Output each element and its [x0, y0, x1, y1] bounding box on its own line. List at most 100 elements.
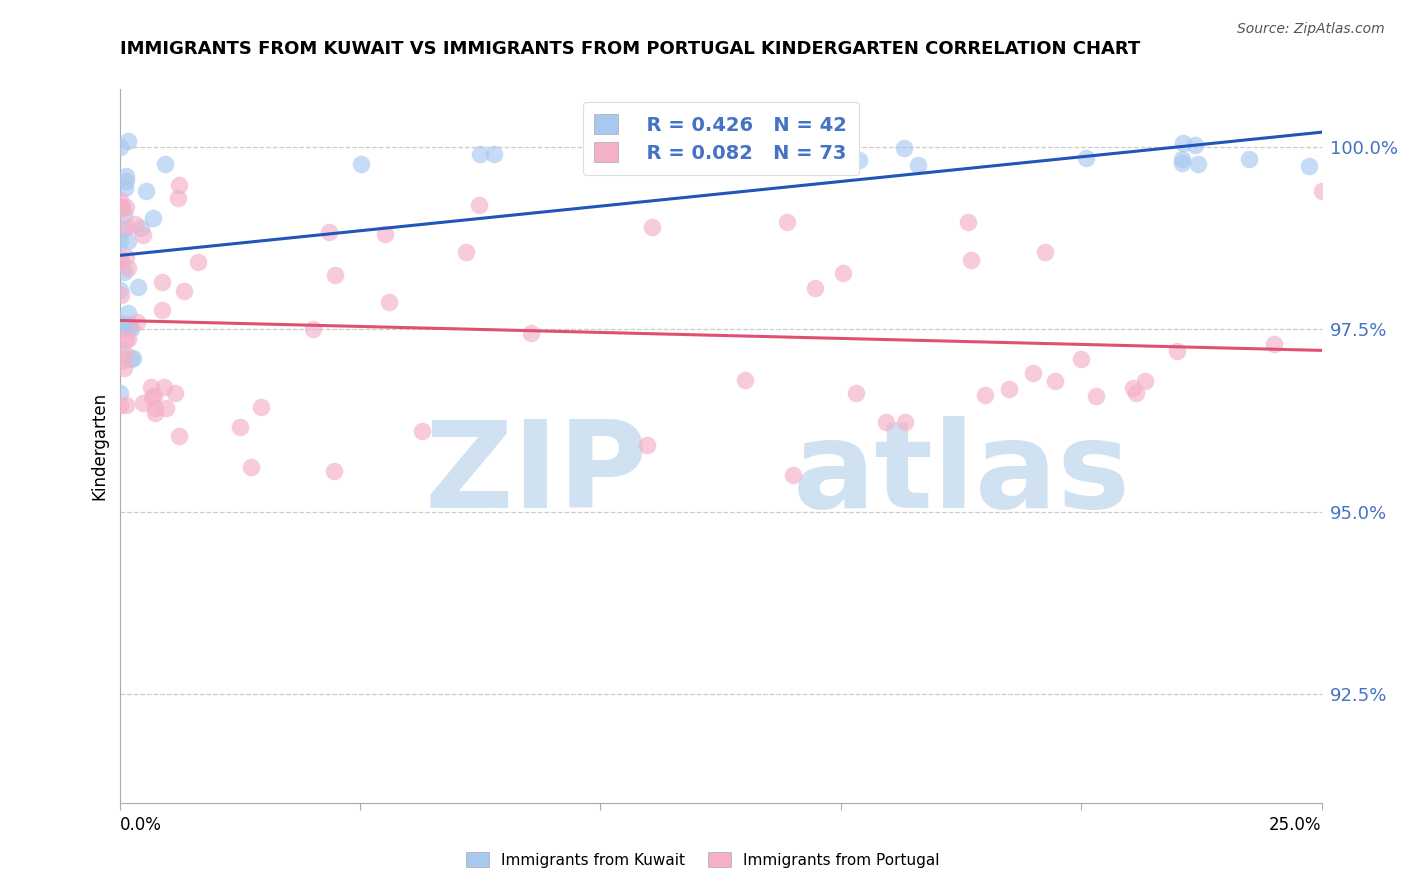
- Point: [1022, 366, 1045, 380]
- Point: [120, 321, 142, 335]
- Point: [776, 215, 799, 229]
- Point: [114, 346, 136, 360]
- Point: [1074, 151, 1097, 165]
- Point: [117, 261, 139, 276]
- Point: [108, 251, 131, 265]
- Point: [110, 288, 132, 302]
- Point: [325, 268, 347, 283]
- Text: atlas: atlas: [793, 416, 1130, 533]
- Point: [1237, 152, 1260, 166]
- Point: [636, 438, 658, 452]
- Point: [1310, 184, 1333, 198]
- Point: [1122, 381, 1144, 395]
- Point: [114, 250, 136, 264]
- Point: [111, 354, 134, 368]
- Point: [848, 153, 870, 167]
- Point: [894, 415, 917, 429]
- Point: [1166, 344, 1188, 359]
- Point: [377, 294, 399, 309]
- Legend: Immigrants from Kuwait, Immigrants from Portugal: Immigrants from Kuwait, Immigrants from …: [460, 846, 946, 873]
- Point: [141, 390, 163, 404]
- Point: [875, 415, 897, 429]
- Point: [111, 202, 134, 217]
- Point: [115, 200, 138, 214]
- Point: [108, 399, 131, 413]
- Point: [114, 169, 136, 183]
- Point: [804, 281, 827, 295]
- Point: [1184, 138, 1206, 153]
- Point: [150, 303, 173, 318]
- Point: [117, 220, 139, 235]
- Point: [468, 147, 491, 161]
- Point: [318, 226, 340, 240]
- Point: [187, 255, 209, 269]
- Point: [110, 316, 132, 330]
- Text: 25.0%: 25.0%: [1270, 815, 1322, 834]
- Point: [121, 351, 143, 366]
- Point: [1125, 386, 1147, 401]
- Point: [108, 386, 131, 401]
- Point: [163, 385, 186, 400]
- Point: [145, 401, 167, 415]
- Point: [957, 214, 980, 228]
- Point: [1045, 375, 1067, 389]
- Point: [108, 140, 131, 154]
- Point: [167, 191, 190, 205]
- Point: [1033, 245, 1056, 260]
- Point: [456, 244, 478, 259]
- Point: [118, 320, 141, 334]
- Point: [155, 401, 177, 416]
- Point: [482, 146, 505, 161]
- Point: [832, 266, 855, 280]
- Point: [167, 178, 190, 193]
- Point: [323, 464, 346, 478]
- Point: [108, 194, 131, 208]
- Point: [167, 429, 190, 443]
- Point: [1171, 136, 1194, 150]
- Point: [115, 398, 138, 412]
- Point: [132, 396, 155, 410]
- Point: [139, 380, 162, 394]
- Point: [1133, 374, 1156, 388]
- Point: [374, 227, 396, 241]
- Point: [411, 424, 433, 438]
- Point: [111, 200, 134, 214]
- Point: [173, 285, 195, 299]
- Point: [240, 459, 263, 474]
- Text: Source: ZipAtlas.com: Source: ZipAtlas.com: [1237, 22, 1385, 37]
- Point: [120, 352, 142, 367]
- Point: [142, 211, 165, 225]
- Point: [142, 388, 165, 402]
- Point: [1187, 157, 1209, 171]
- Point: [112, 265, 135, 279]
- Point: [845, 386, 868, 401]
- Point: [135, 184, 157, 198]
- Point: [301, 322, 323, 336]
- Point: [115, 332, 138, 346]
- Point: [782, 468, 804, 483]
- Point: [132, 227, 155, 242]
- Point: [108, 283, 131, 297]
- Point: [520, 326, 543, 340]
- Point: [641, 220, 664, 235]
- Point: [108, 234, 131, 248]
- Point: [1070, 351, 1092, 366]
- Point: [228, 420, 250, 434]
- Point: [1298, 159, 1320, 173]
- Point: [150, 276, 173, 290]
- Point: [110, 199, 132, 213]
- Point: [117, 306, 139, 320]
- Point: [152, 379, 174, 393]
- Point: [468, 198, 491, 212]
- Point: [998, 382, 1021, 396]
- Point: [350, 157, 373, 171]
- Point: [1171, 152, 1194, 166]
- Text: IMMIGRANTS FROM KUWAIT VS IMMIGRANTS FROM PORTUGAL KINDERGARTEN CORRELATION CHAR: IMMIGRANTS FROM KUWAIT VS IMMIGRANTS FRO…: [120, 40, 1140, 58]
- Point: [1170, 156, 1192, 170]
- Point: [124, 217, 146, 231]
- Point: [111, 321, 134, 335]
- Text: 0.0%: 0.0%: [120, 815, 162, 834]
- Point: [117, 332, 139, 346]
- Point: [112, 221, 135, 235]
- Point: [960, 253, 983, 268]
